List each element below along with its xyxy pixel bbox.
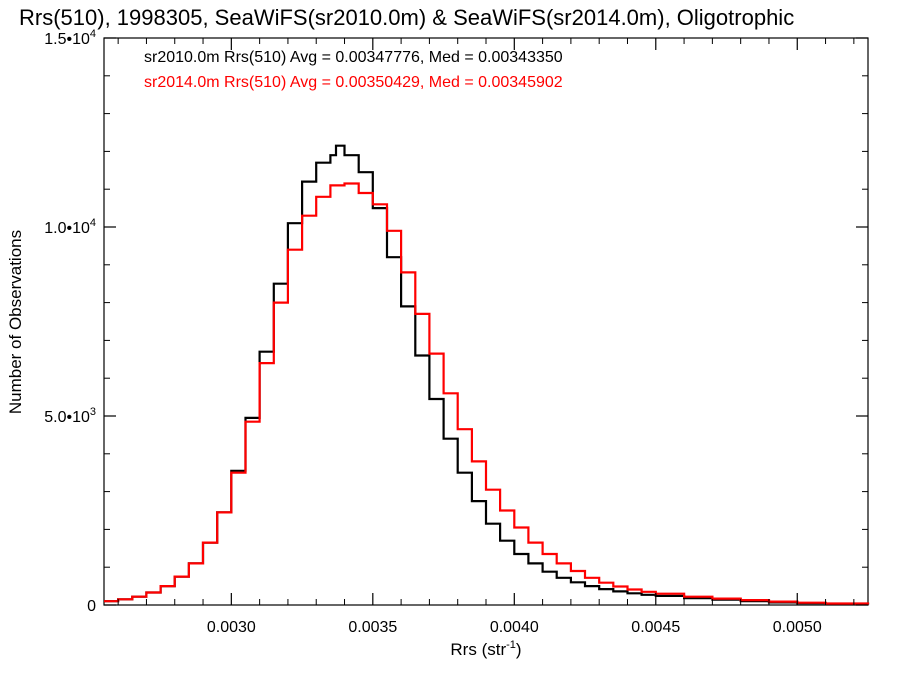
ticks-layer: 0.0030 0.0035 0.0040 0.0045 0.0050 0 5.0•103 1.…: [44, 28, 868, 636]
series-layer: [104, 144, 870, 605]
y-tick-label-1: 5.0•103: [44, 406, 96, 426]
y-tick-label-2: 1.0•104: [44, 217, 96, 237]
annotation-group: sr2010.0m Rrs(510) Avg = 0.00347776, Med…: [144, 49, 563, 91]
y-tick-label-0: 0: [87, 598, 96, 615]
annotation-0: sr2010.0m Rrs(510) Avg = 0.00347776, Med…: [144, 49, 563, 66]
x-tick-label-3: 0.0045: [631, 619, 680, 636]
x-tick-label-4: 0.0050: [773, 619, 822, 636]
x-axis-label-main: Rrs (str: [450, 640, 506, 659]
x-axis-label-close: ): [516, 640, 522, 659]
x-axis-label-sup: -1: [506, 639, 516, 651]
x-tick-label-2: 0.0040: [490, 619, 539, 636]
x-tick-label-0: 0.0030: [207, 619, 256, 636]
y-tick-label-3: 1.5•104: [44, 28, 96, 48]
y-axis-label: Number of Observations: [6, 230, 25, 414]
series-line-1: [104, 182, 870, 605]
series-line-0: [104, 144, 870, 605]
x-axis-label: Rrs (str-1): [450, 639, 521, 659]
chart-title: Rrs(510), 1998305, SeaWiFS(sr2010.0m) & …: [19, 5, 794, 30]
x-tick-label-1: 0.0035: [348, 619, 397, 636]
annotation-1: sr2014.0m Rrs(510) Avg = 0.00350429, Med…: [144, 74, 563, 91]
